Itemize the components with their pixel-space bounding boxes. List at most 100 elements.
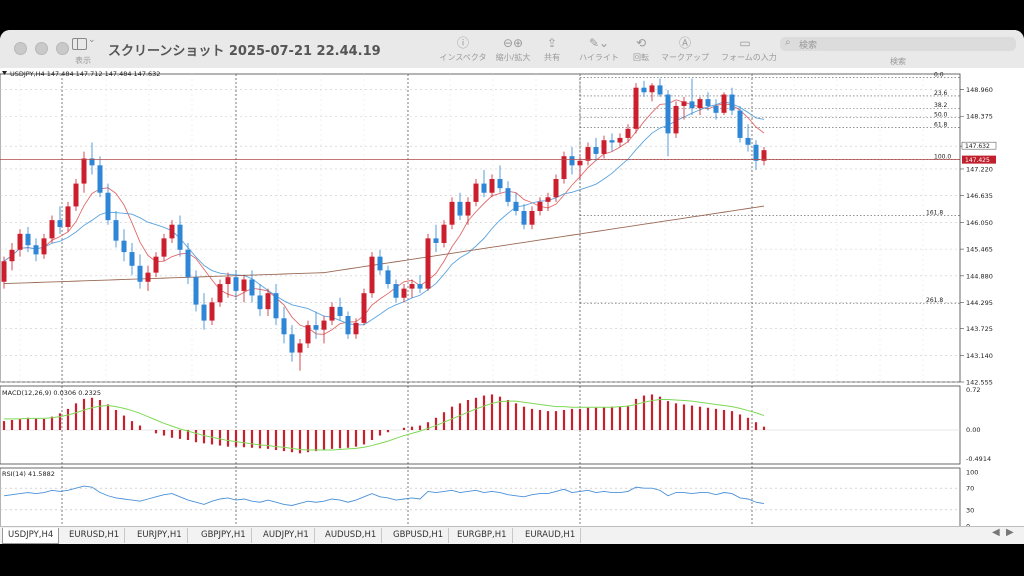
candle-body xyxy=(169,224,175,239)
candle-body xyxy=(17,233,23,250)
candle-body xyxy=(681,101,687,106)
close-window-button[interactable] xyxy=(14,42,27,55)
price-tick-label: 148.375 xyxy=(966,113,993,121)
candle-body xyxy=(585,147,591,161)
candle-body xyxy=(241,279,247,291)
toolbar-label: マークアップ xyxy=(661,53,709,62)
toolbar-button-4[interactable]: ⟲ 回転 xyxy=(617,36,665,63)
candle-body xyxy=(529,210,535,225)
zoom-icon: ⊖⊕ xyxy=(502,36,524,50)
candle-body xyxy=(289,334,295,353)
fibonacci-label: 50.0 xyxy=(934,111,948,118)
trading-chart[interactable]: 148.960148.375147.720147.220146.635146.0… xyxy=(0,68,1024,530)
chart-tab[interactable]: AUDUSD,H1 xyxy=(320,528,383,543)
symbol-info-label: USDJPY,H4 147.484 147.712 147.484 147.63… xyxy=(10,70,160,78)
candle-body xyxy=(225,277,231,285)
price-tick-label: 142.555 xyxy=(966,379,993,387)
search-field[interactable]: ⌕ 検索 xyxy=(780,37,1016,51)
macd-panel xyxy=(0,385,961,465)
candle-body xyxy=(497,179,503,189)
candle-body xyxy=(33,245,39,255)
markup-icon: Ⓐ xyxy=(678,36,691,50)
chart-tab[interactable]: EURJPY,H1 xyxy=(132,528,188,543)
candle-body xyxy=(201,304,207,321)
candle-body xyxy=(249,279,255,296)
price-tick-label: 148.960 xyxy=(966,86,993,94)
candle-body xyxy=(673,105,679,134)
toolbar-button-0[interactable]: ⓘ インスペクタ xyxy=(439,36,487,63)
macd-axis-label: 0.00 xyxy=(966,426,980,434)
toolbar-button-2[interactable]: ⇪ 共有 xyxy=(528,36,576,63)
candle-body xyxy=(353,322,359,335)
toolbar-button-1[interactable]: ⊖⊕ 縮小/拡大 xyxy=(489,36,537,63)
chart-tab[interactable]: EURUSD,H1 xyxy=(64,528,126,543)
candle-body xyxy=(305,325,311,344)
candle-body xyxy=(89,158,95,166)
candle-body xyxy=(465,201,471,216)
macd-label: MACD(12,26,9) 0.0306 0.2325 xyxy=(2,389,101,397)
candle-body xyxy=(177,224,183,250)
price-tick-label: 145.465 xyxy=(966,246,993,254)
candle-body xyxy=(65,206,71,227)
toolbar-button-5[interactable]: Ⓐ マークアップ xyxy=(661,36,709,63)
dropdown-triangle-icon[interactable] xyxy=(2,71,7,75)
candle-body xyxy=(457,201,463,216)
candle-body xyxy=(513,201,519,211)
chart-tab[interactable]: EURAUD,H1 xyxy=(520,528,582,543)
candle-body xyxy=(609,140,615,143)
minimize-window-button[interactable] xyxy=(35,42,48,55)
chart-tab[interactable]: EURGBP,H1 xyxy=(452,528,513,543)
candle-body xyxy=(633,87,639,129)
candle-body xyxy=(281,318,287,335)
sidebar-toggle-button[interactable]: ⌄ 表示 xyxy=(72,35,100,65)
macd-axis-label: -0.4914 xyxy=(966,455,991,463)
chart-tab[interactable]: AUDJPY,H1 xyxy=(258,528,315,543)
candle-body xyxy=(153,256,159,273)
candle-body xyxy=(521,210,527,225)
candle-body xyxy=(121,240,127,253)
candle-body xyxy=(625,128,631,138)
candle-body xyxy=(337,306,343,317)
tab-next-button[interactable]: ▶ xyxy=(1006,527,1014,538)
candle-body xyxy=(9,249,15,262)
zoom-window-button[interactable] xyxy=(56,42,69,55)
candle-body xyxy=(753,144,759,161)
candle-body xyxy=(193,277,199,305)
candle-body xyxy=(321,320,327,330)
candle-body xyxy=(57,220,63,227)
candle-body xyxy=(145,272,151,282)
slow-ma-line xyxy=(3,205,765,285)
toolbar-button-3[interactable]: ✎⌄ ハイライト xyxy=(575,36,623,63)
chevron-down-icon: ⌄ xyxy=(88,35,96,45)
preview-window: ⌄ 表示 スクリーンショット 2025-07-21 22.44.19 ⓘ インスペ… xyxy=(0,30,1024,544)
candle-body xyxy=(537,201,543,211)
candle-body xyxy=(97,165,103,193)
candle-body xyxy=(425,238,431,289)
candle-body xyxy=(689,101,695,109)
candle-body xyxy=(369,256,375,294)
tab-prev-button[interactable]: ◀ xyxy=(992,527,1000,538)
chart-tab[interactable]: GBPJPY,H1 xyxy=(196,528,252,543)
fibonacci-label: 100.0 xyxy=(934,153,951,160)
candle-body xyxy=(1,261,7,282)
chart-tab[interactable]: USDJPY,H4 xyxy=(2,528,60,544)
candle-body xyxy=(481,183,487,193)
candle-body xyxy=(297,343,303,353)
toolbar-button-6[interactable]: ▭ フォームの入力 xyxy=(721,36,777,63)
chart-tab[interactable]: GBPUSD,H1 xyxy=(388,528,450,543)
window-title: スクリーンショット 2025-07-21 22.44.19 xyxy=(108,44,381,59)
candle-body xyxy=(345,316,351,335)
candle-body xyxy=(393,284,399,298)
candle-body xyxy=(705,99,711,106)
price-tick-label: 147.220 xyxy=(966,165,993,173)
toolbar-label: 縮小/拡大 xyxy=(495,53,531,62)
candle-body xyxy=(25,233,31,246)
candle-body xyxy=(617,137,623,143)
sidebar-icon xyxy=(72,38,87,50)
fibonacci-label: 161.8 xyxy=(926,210,943,217)
bid-price-label: 147.632 xyxy=(965,143,990,150)
candle-body xyxy=(233,277,239,291)
candle-body xyxy=(657,85,663,95)
candle-body xyxy=(473,183,479,202)
candle-body xyxy=(113,220,119,241)
